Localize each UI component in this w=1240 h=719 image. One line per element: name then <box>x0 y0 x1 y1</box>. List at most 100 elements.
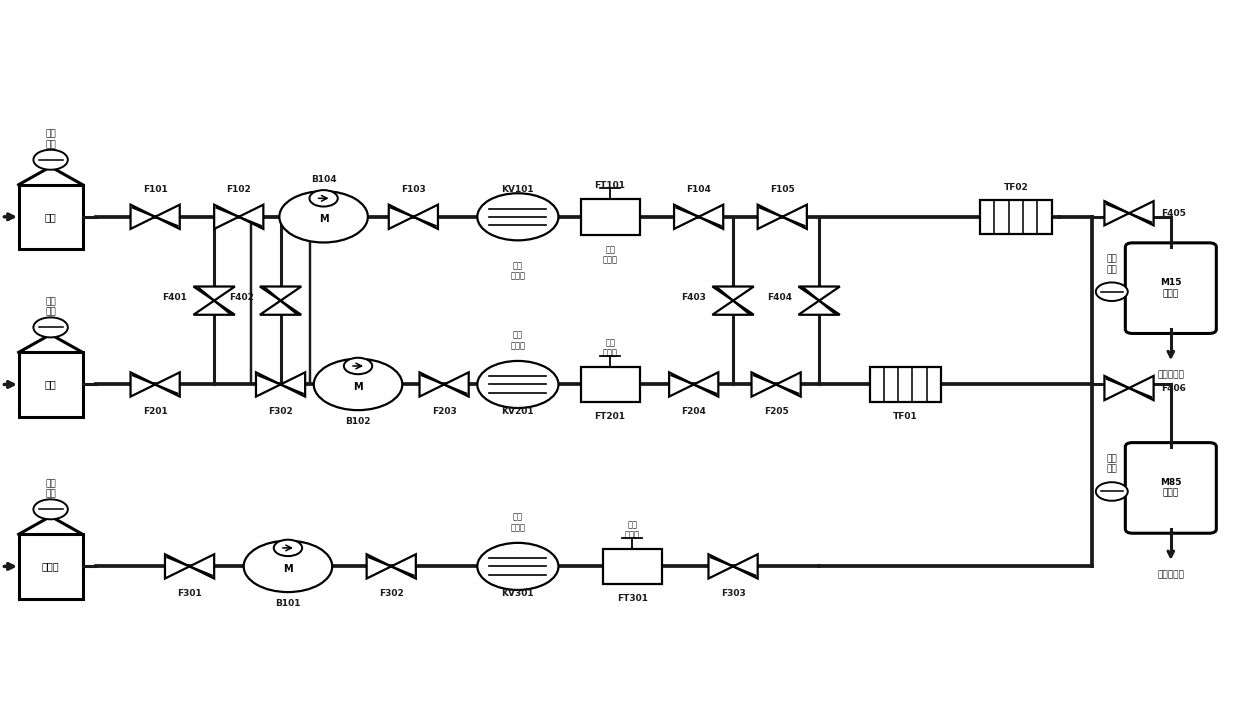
Text: B102: B102 <box>345 417 371 426</box>
Text: M: M <box>319 214 329 224</box>
Text: F204: F204 <box>681 407 706 416</box>
Text: 甲醇: 甲醇 <box>45 380 57 390</box>
Text: KV101: KV101 <box>501 185 534 194</box>
Bar <box>869 367 941 402</box>
Bar <box>981 200 1052 234</box>
Polygon shape <box>693 372 718 397</box>
Polygon shape <box>389 205 413 229</box>
Polygon shape <box>413 205 438 229</box>
Circle shape <box>477 193 558 240</box>
Polygon shape <box>155 372 180 397</box>
Text: F402: F402 <box>228 293 253 301</box>
Circle shape <box>343 358 372 374</box>
Text: 至装车站台: 至装车站台 <box>1157 570 1184 579</box>
Bar <box>19 534 83 598</box>
Circle shape <box>477 543 558 590</box>
Text: 质量
流量计: 质量 流量计 <box>511 513 526 532</box>
Text: M: M <box>283 564 293 574</box>
FancyBboxPatch shape <box>1126 443 1216 533</box>
Text: FT101: FT101 <box>595 180 626 190</box>
Circle shape <box>33 499 68 519</box>
Text: 电动
调节阀: 电动 调节阀 <box>603 245 618 265</box>
Polygon shape <box>419 372 444 397</box>
Polygon shape <box>1105 376 1128 400</box>
Bar <box>19 185 83 249</box>
Polygon shape <box>280 372 305 397</box>
Text: F403: F403 <box>681 293 706 301</box>
Text: F201: F201 <box>143 407 167 416</box>
Text: F203: F203 <box>432 407 456 416</box>
Text: F205: F205 <box>764 407 789 416</box>
Text: 质量
流量计: 质量 流量计 <box>511 261 526 280</box>
Polygon shape <box>260 301 301 315</box>
Polygon shape <box>712 286 754 301</box>
Text: F301: F301 <box>177 590 202 598</box>
Text: FT201: FT201 <box>595 411 626 421</box>
Polygon shape <box>1105 201 1128 225</box>
Text: TF02: TF02 <box>1003 183 1028 192</box>
Text: KV301: KV301 <box>501 590 534 598</box>
Polygon shape <box>130 372 155 397</box>
Text: 液位
开关: 液位 开关 <box>1106 454 1117 474</box>
Circle shape <box>279 191 368 242</box>
Text: 添加剂: 添加剂 <box>42 562 60 572</box>
Text: FT301: FT301 <box>616 593 647 603</box>
Text: B104: B104 <box>311 175 336 184</box>
Text: M85
成品罐: M85 成品罐 <box>1161 478 1182 498</box>
Circle shape <box>274 540 303 556</box>
Text: F302: F302 <box>379 590 403 598</box>
Bar <box>250 217 310 385</box>
Polygon shape <box>239 205 263 229</box>
Circle shape <box>314 359 402 410</box>
Text: 液位
开关: 液位 开关 <box>45 297 56 316</box>
Polygon shape <box>782 205 807 229</box>
Polygon shape <box>751 372 776 397</box>
Text: F406: F406 <box>1161 383 1185 393</box>
Polygon shape <box>130 205 155 229</box>
Circle shape <box>310 190 337 206</box>
Bar <box>19 352 83 416</box>
Circle shape <box>1096 482 1128 500</box>
Circle shape <box>1096 283 1128 301</box>
Text: 电动
调节阀: 电动 调节阀 <box>603 338 618 357</box>
Polygon shape <box>392 554 415 579</box>
Text: F105: F105 <box>770 185 795 194</box>
Polygon shape <box>165 554 190 579</box>
Polygon shape <box>758 205 782 229</box>
Text: M: M <box>353 382 363 392</box>
Polygon shape <box>733 554 758 579</box>
Polygon shape <box>255 372 280 397</box>
Text: 液位
开关: 液位 开关 <box>45 129 56 149</box>
Polygon shape <box>776 372 801 397</box>
Text: F101: F101 <box>143 185 167 194</box>
Text: KV201: KV201 <box>501 407 534 416</box>
Polygon shape <box>190 554 215 579</box>
Polygon shape <box>799 301 839 315</box>
Polygon shape <box>698 205 723 229</box>
Polygon shape <box>675 205 698 229</box>
Circle shape <box>33 150 68 170</box>
Bar <box>580 199 640 234</box>
Polygon shape <box>670 372 693 397</box>
Polygon shape <box>155 205 180 229</box>
Text: F404: F404 <box>768 293 792 301</box>
Text: TF01: TF01 <box>893 411 918 421</box>
FancyBboxPatch shape <box>1126 243 1216 334</box>
Polygon shape <box>799 286 839 301</box>
Text: B101: B101 <box>275 599 300 608</box>
Text: F405: F405 <box>1161 209 1185 218</box>
Text: F104: F104 <box>686 185 711 194</box>
Circle shape <box>33 317 68 337</box>
Text: F102: F102 <box>227 185 252 194</box>
Text: 液位
开关: 液位 开关 <box>1106 255 1117 274</box>
Circle shape <box>477 361 558 408</box>
Text: 质量
流量计: 质量 流量计 <box>511 331 526 350</box>
Polygon shape <box>193 301 234 315</box>
Text: F401: F401 <box>162 293 187 301</box>
Polygon shape <box>367 554 392 579</box>
Text: 至装车站台: 至装车站台 <box>1157 370 1184 379</box>
Text: F302: F302 <box>268 407 293 416</box>
Text: F103: F103 <box>401 185 425 194</box>
Polygon shape <box>1128 376 1153 400</box>
Polygon shape <box>708 554 733 579</box>
